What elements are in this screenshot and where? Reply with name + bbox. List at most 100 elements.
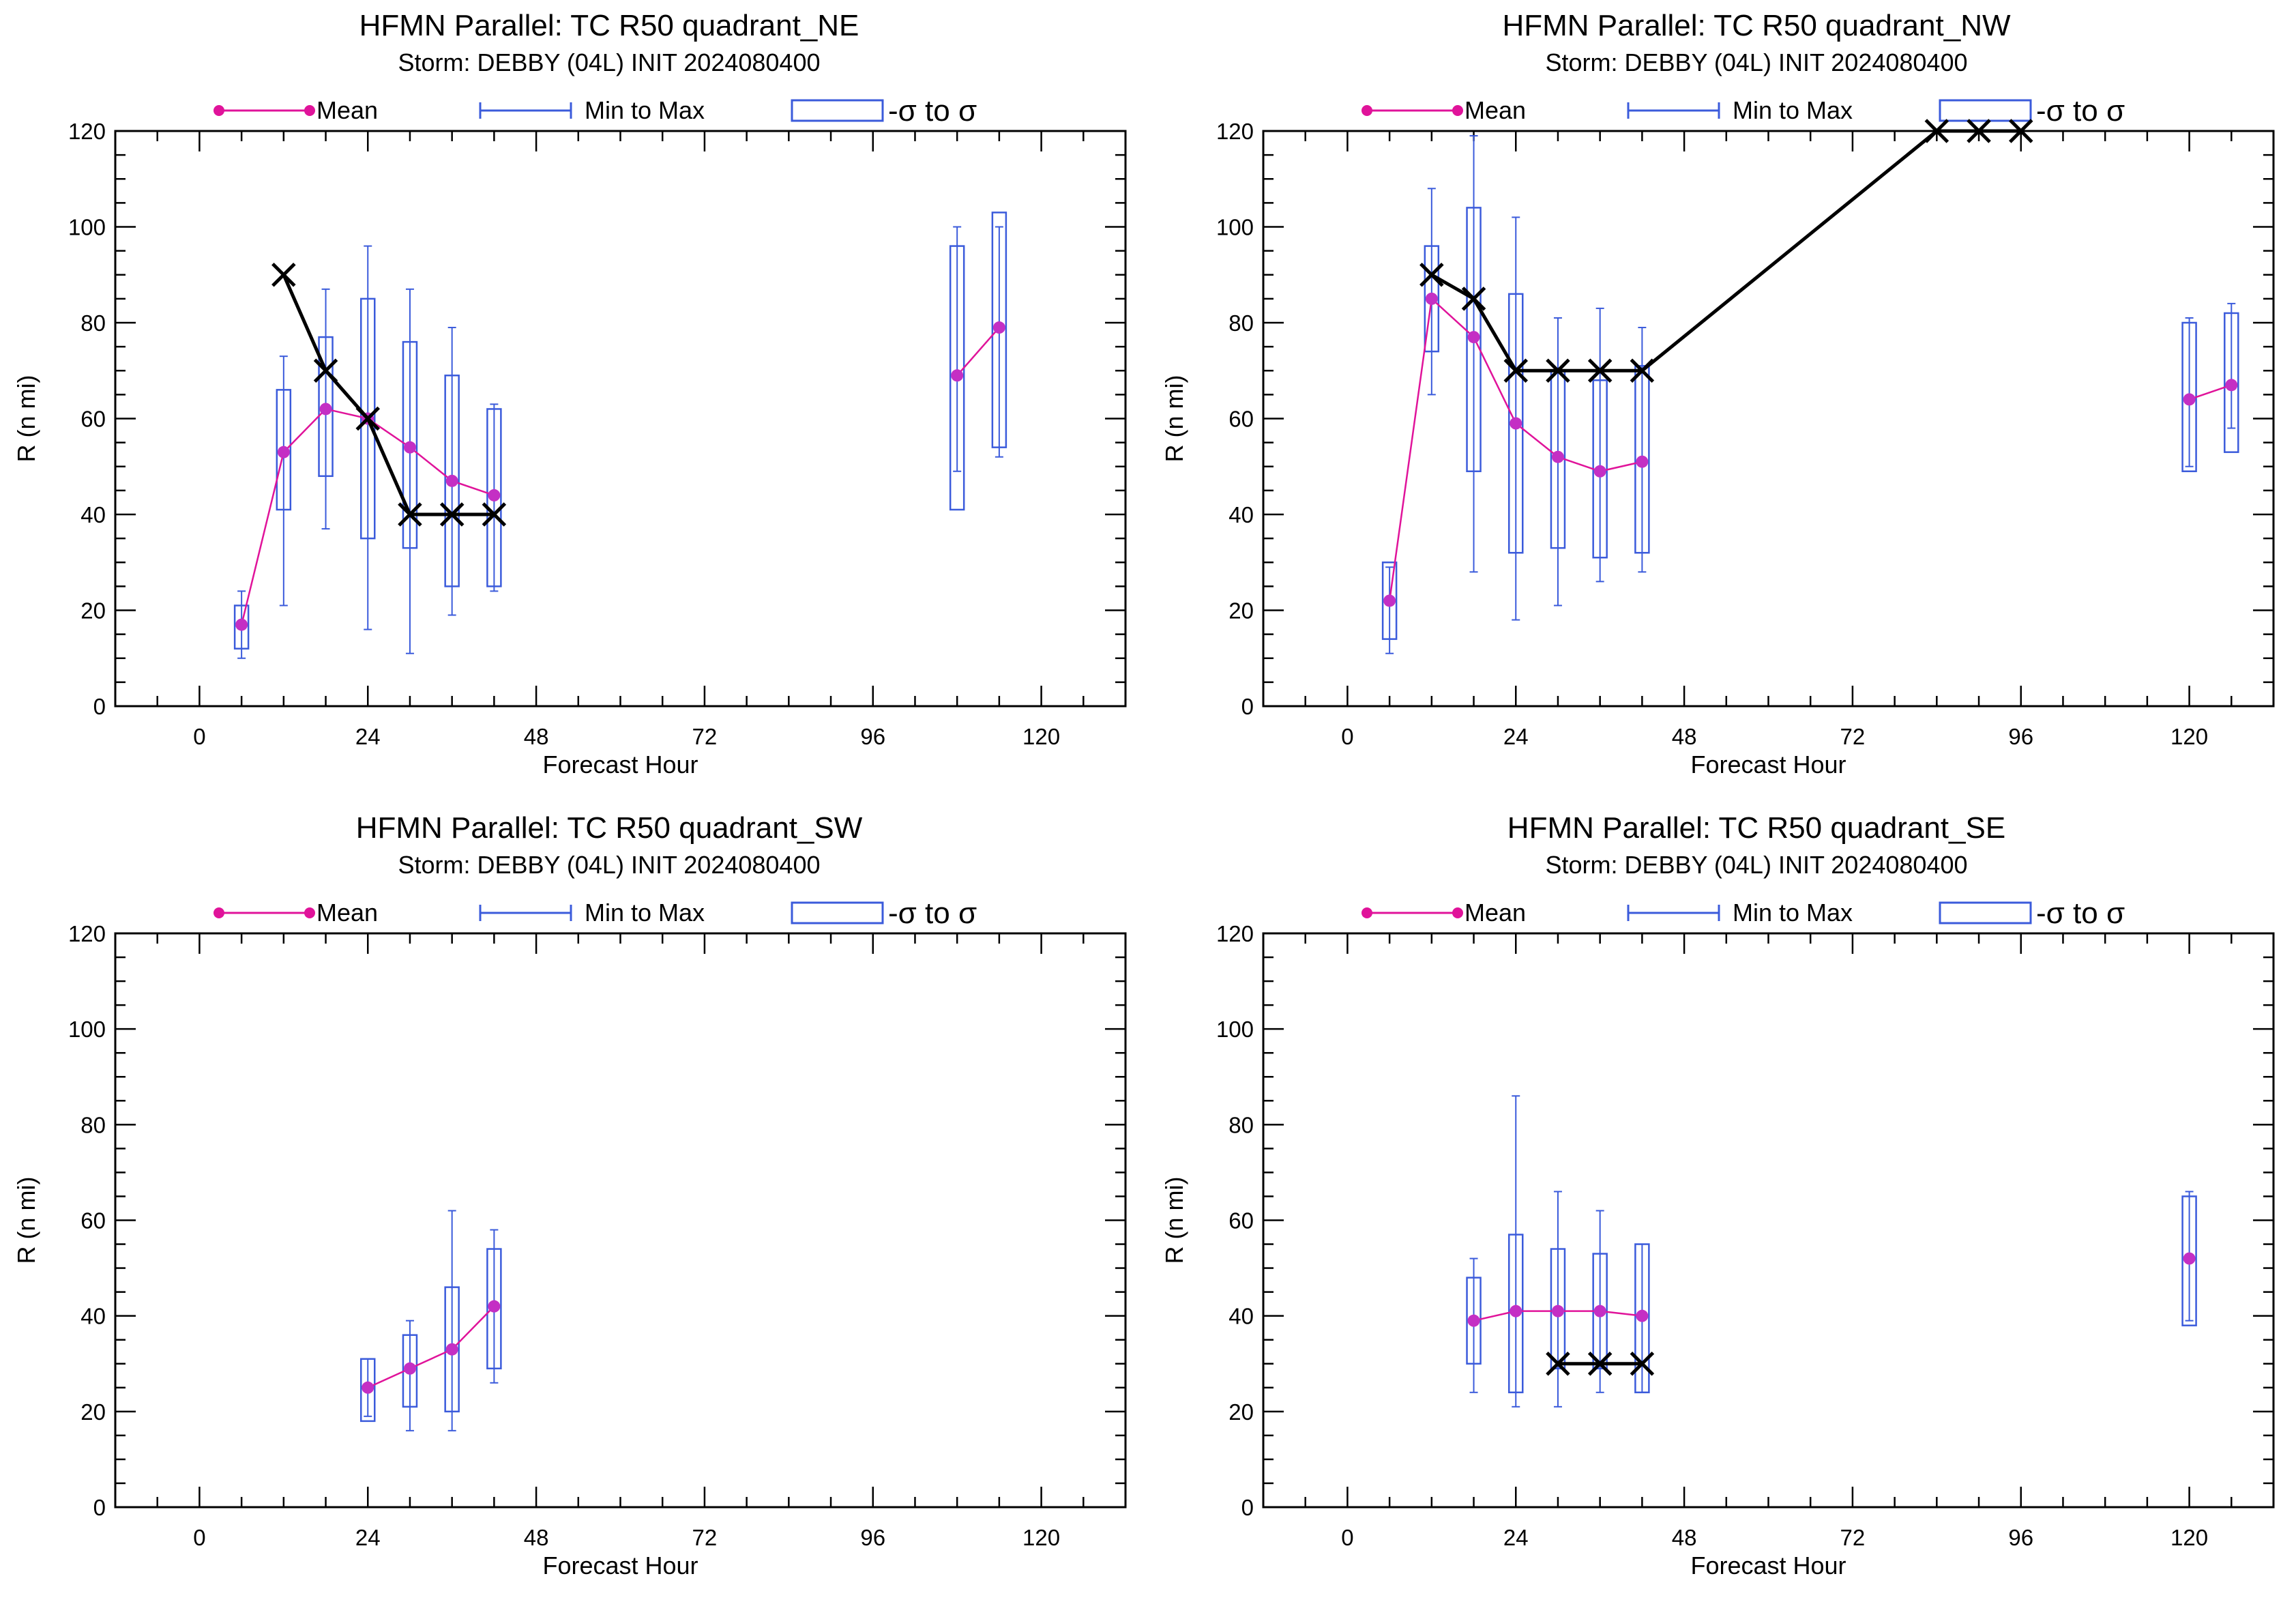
best-track-x-stroke xyxy=(482,502,507,527)
y-tick-label: 20 xyxy=(1228,598,1254,624)
legend-mean-label: Mean xyxy=(317,96,378,124)
mean-point xyxy=(403,441,416,454)
legend-mean-label: Mean xyxy=(1465,96,1526,124)
best-track-marker xyxy=(1630,1351,1655,1376)
mean-point xyxy=(277,446,290,458)
mean-point xyxy=(488,1300,501,1313)
ensemble-box xyxy=(1550,1191,1566,1408)
chart-subtitle: Storm: DEBBY (04L) INIT 2024080400 xyxy=(398,48,820,76)
x-tick-label: 24 xyxy=(355,1525,381,1550)
mean-point xyxy=(2225,379,2238,392)
ensemble-box xyxy=(360,245,376,630)
x-tick-label: 24 xyxy=(355,724,381,749)
legend-sigma-box xyxy=(1939,901,2032,924)
chart-panel-3: HFMN Parallel: TC R50 quadrant_SW Storm: … xyxy=(12,811,1127,1579)
x-axis-label: Forecast Hour xyxy=(1690,751,1846,778)
ensemble-box xyxy=(949,226,965,511)
y-tick-label: 80 xyxy=(80,1112,106,1137)
y-tick-label: 100 xyxy=(68,215,106,240)
y-tick-label: 60 xyxy=(1228,407,1254,432)
mean-point xyxy=(1510,1305,1522,1317)
mean-point xyxy=(951,369,964,382)
y-tick-label: 100 xyxy=(1216,215,1254,240)
legend-mean-label: Mean xyxy=(317,899,378,927)
x-tick-label: 120 xyxy=(2170,1525,2208,1550)
x-tick-label: 120 xyxy=(1022,724,1060,749)
best-track-x-stroke xyxy=(439,502,465,527)
best-track-marker xyxy=(355,406,381,431)
legend-mean-marker xyxy=(1362,105,1372,116)
x-tick-label: 96 xyxy=(2008,1525,2033,1550)
best-track-marker xyxy=(2008,119,2033,143)
ensemble-box xyxy=(402,1320,418,1431)
ensemble-box xyxy=(276,355,292,607)
best-track-marker xyxy=(1924,119,1949,143)
x-tick-label: 24 xyxy=(1503,1525,1529,1550)
x-tick-label: 0 xyxy=(193,1525,205,1550)
mean-line xyxy=(367,1305,495,1388)
chart-subtitle: Storm: DEBBY (04L) INIT 2024080400 xyxy=(398,851,820,879)
legend: Mean Min to Max -σ to σ xyxy=(1362,94,2125,128)
mean-point xyxy=(319,403,332,416)
chart-title: HFMN Parallel: TC R50 quadrant_NE xyxy=(359,9,859,42)
mean-point xyxy=(1510,417,1522,430)
x-tick-label: 0 xyxy=(1341,724,1353,749)
plot-frame xyxy=(1262,932,2275,1509)
mean-point xyxy=(1551,1305,1564,1317)
mean-line xyxy=(2189,384,2232,400)
x-tick-label: 96 xyxy=(860,1525,885,1550)
mean-point xyxy=(445,474,458,487)
x-tick-label: 48 xyxy=(1672,1525,1697,1550)
ensemble-box xyxy=(1466,135,1482,573)
y-tick-label: 120 xyxy=(68,119,106,144)
chart-title: HFMN Parallel: TC R50 quadrant_NW xyxy=(1503,9,2011,42)
chart-subtitle: Storm: DEBBY (04L) INIT 2024080400 xyxy=(1545,851,1967,879)
best-track-marker xyxy=(1630,358,1655,383)
y-tick-label: 120 xyxy=(1216,119,1254,144)
plot-frame xyxy=(114,130,1127,708)
y-tick-label: 100 xyxy=(68,1017,106,1042)
x-tick-label: 48 xyxy=(524,724,549,749)
y-tick-label: 100 xyxy=(1216,1017,1254,1042)
y-tick-label: 40 xyxy=(80,1304,106,1329)
chart-title: HFMN Parallel: TC R50 quadrant_SW xyxy=(356,811,863,845)
legend-mean-marker xyxy=(304,907,315,918)
y-tick-label: 80 xyxy=(1228,310,1254,336)
legend-sigma-box xyxy=(1939,99,2032,122)
ensemble-box xyxy=(444,327,460,616)
legend-range-label: Min to Max xyxy=(585,899,705,927)
best-track-marker xyxy=(1587,358,1613,383)
x-tick-label: 48 xyxy=(524,1525,549,1550)
ensemble-box xyxy=(1424,188,1440,396)
y-tick-label: 120 xyxy=(68,921,106,946)
legend-range-label: Min to Max xyxy=(1733,899,1853,927)
y-axis-label: R (n mi) xyxy=(1160,375,1188,463)
mean-point xyxy=(1467,331,1480,344)
legend-mean-marker xyxy=(1452,105,1463,116)
legend-sigma-label: -σ to σ xyxy=(888,94,977,128)
legend-mean-marker xyxy=(214,907,224,918)
x-axis-label: Forecast Hour xyxy=(542,751,698,778)
best-track-marker xyxy=(313,358,338,383)
mean-point xyxy=(235,618,248,631)
chart-panel-1: HFMN Parallel: TC R50 quadrant_NE Storm: … xyxy=(12,9,1127,778)
mean-point xyxy=(2183,393,2196,406)
best-track-x-stroke xyxy=(271,262,296,287)
legend-mean-label: Mean xyxy=(1465,899,1526,927)
best-track-marker xyxy=(1419,262,1444,287)
best-track-x-stroke xyxy=(1924,119,1949,143)
mean-point xyxy=(1467,1314,1480,1327)
chart-title: HFMN Parallel: TC R50 quadrant_SE xyxy=(1507,811,2005,845)
best-track-marker xyxy=(439,502,465,527)
mean-line xyxy=(956,327,1000,377)
best-track-line xyxy=(1430,129,2021,373)
legend: Mean Min to Max -σ to σ xyxy=(214,897,977,930)
y-tick-label: 20 xyxy=(80,1399,106,1425)
legend-sigma-label: -σ to σ xyxy=(2036,94,2125,128)
best-track-x-stroke xyxy=(1461,287,1486,311)
y-tick-label: 40 xyxy=(1228,502,1254,527)
x-tick-label: 48 xyxy=(1672,724,1697,749)
y-tick-label: 40 xyxy=(80,502,106,527)
y-tick-label: 60 xyxy=(80,407,106,432)
